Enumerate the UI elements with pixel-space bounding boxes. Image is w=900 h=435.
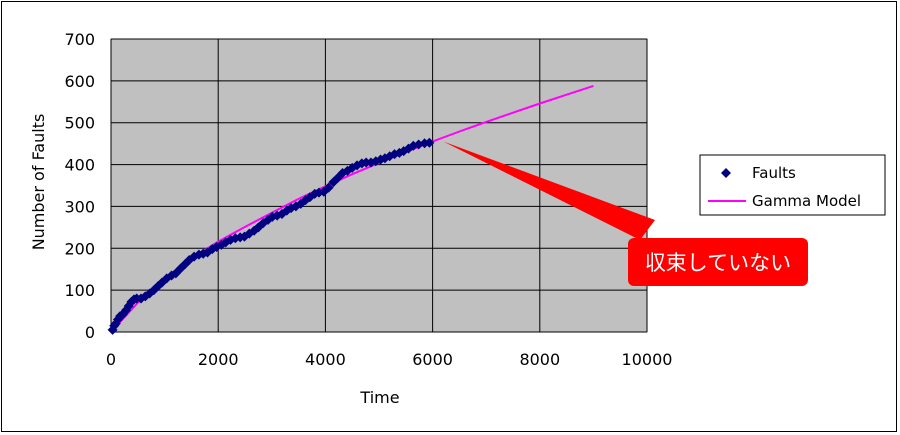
x-tick-label: 6000 bbox=[412, 350, 453, 369]
y-tick-label: 600 bbox=[64, 72, 95, 91]
legend: Faults Gamma Model bbox=[699, 154, 886, 216]
x-tick-labels: 0 2000 4000 6000 8000 10000 bbox=[106, 350, 673, 369]
y-axis-title: Number of Faults bbox=[29, 114, 48, 251]
x-tick-label: 8000 bbox=[519, 350, 560, 369]
callout-arrow bbox=[443, 141, 655, 240]
legend-label-gamma-model: Gamma Model bbox=[752, 192, 861, 210]
x-tick-label: 0 bbox=[106, 350, 116, 369]
y-tick-label: 200 bbox=[64, 239, 95, 258]
callout-annotation: 収束していない bbox=[443, 141, 808, 286]
legend-label-faults: Faults bbox=[752, 164, 796, 182]
x-tick-label: 2000 bbox=[198, 350, 239, 369]
legend-box bbox=[699, 154, 886, 216]
data-point bbox=[424, 137, 435, 148]
y-tick-label: 400 bbox=[64, 156, 95, 175]
y-tick-label: 700 bbox=[64, 30, 95, 49]
callout-label: 収束していない bbox=[645, 251, 791, 275]
x-tick-label: 10000 bbox=[622, 350, 673, 369]
plot-area bbox=[110, 38, 648, 333]
y-tick-label: 0 bbox=[85, 323, 95, 342]
y-tick-label: 100 bbox=[64, 281, 95, 300]
x-axis-title: Time bbox=[359, 388, 399, 407]
callout-box bbox=[628, 238, 808, 286]
data-point bbox=[323, 182, 334, 193]
x-tick-label: 4000 bbox=[305, 350, 346, 369]
y-tick-label: 300 bbox=[64, 197, 95, 216]
y-tick-labels: 0 100 200 300 400 500 600 700 bbox=[64, 30, 95, 342]
y-tick-label: 500 bbox=[64, 114, 95, 133]
legend-marker-faults bbox=[721, 168, 731, 178]
series-markers-faults bbox=[107, 137, 435, 335]
